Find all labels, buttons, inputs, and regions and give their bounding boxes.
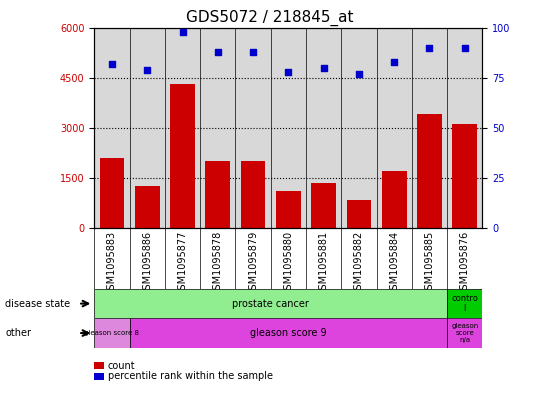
- Text: GSM1095876: GSM1095876: [460, 231, 470, 296]
- Point: [284, 68, 293, 75]
- Point: [249, 48, 258, 55]
- Point: [425, 44, 434, 51]
- Text: GSM1095881: GSM1095881: [319, 231, 329, 296]
- Text: GSM1095882: GSM1095882: [354, 231, 364, 296]
- Text: GSM1095883: GSM1095883: [107, 231, 117, 296]
- Text: GSM1095879: GSM1095879: [248, 231, 258, 296]
- Text: GSM1095886: GSM1095886: [142, 231, 152, 296]
- Text: prostate cancer: prostate cancer: [232, 299, 309, 309]
- Text: GSM1095878: GSM1095878: [213, 231, 223, 296]
- Bar: [276, 191, 301, 228]
- Point: [178, 28, 187, 35]
- Bar: [94, 318, 129, 348]
- Text: other: other: [5, 328, 31, 338]
- Bar: [347, 200, 371, 228]
- Text: GSM1095877: GSM1095877: [177, 231, 188, 296]
- Bar: [241, 161, 265, 228]
- Bar: [94, 373, 103, 380]
- Bar: [135, 186, 160, 228]
- Text: percentile rank within the sample: percentile rank within the sample: [107, 371, 273, 381]
- Bar: [170, 84, 195, 228]
- Text: GSM1095885: GSM1095885: [425, 231, 434, 296]
- Point: [390, 59, 398, 65]
- Text: gleason
score
n/a: gleason score n/a: [451, 323, 479, 343]
- Point: [319, 64, 328, 71]
- Text: contro
l: contro l: [451, 294, 478, 313]
- Point: [108, 61, 116, 67]
- Text: gleason score 8: gleason score 8: [85, 330, 140, 336]
- Text: GSM1095880: GSM1095880: [284, 231, 293, 296]
- Bar: [312, 183, 336, 228]
- Bar: [447, 318, 482, 348]
- Bar: [382, 171, 406, 228]
- Text: GDS5072 / 218845_at: GDS5072 / 218845_at: [186, 10, 353, 26]
- Bar: [205, 161, 230, 228]
- Bar: [417, 114, 442, 228]
- Point: [460, 44, 469, 51]
- Text: GSM1095884: GSM1095884: [389, 231, 399, 296]
- Bar: [100, 158, 125, 228]
- Text: count: count: [107, 360, 135, 371]
- Bar: [447, 289, 482, 318]
- Text: gleason score 9: gleason score 9: [250, 328, 327, 338]
- Point: [213, 48, 222, 55]
- Text: disease state: disease state: [5, 299, 71, 309]
- Bar: [94, 362, 103, 369]
- Bar: [129, 318, 447, 348]
- Point: [355, 70, 363, 77]
- Bar: [452, 124, 477, 228]
- Point: [143, 66, 151, 73]
